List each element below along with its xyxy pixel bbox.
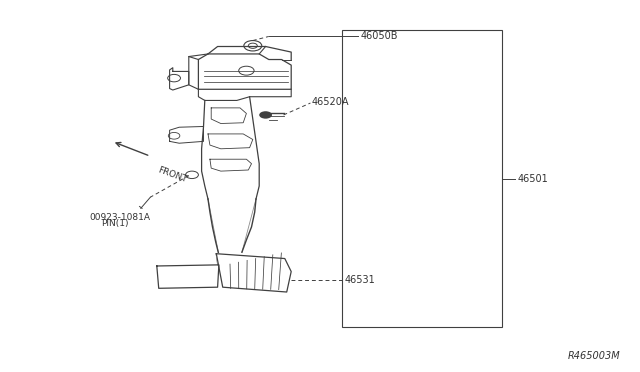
Text: 46501: 46501 bbox=[517, 174, 548, 183]
Text: R465003M: R465003M bbox=[568, 351, 621, 361]
Text: 46520A: 46520A bbox=[312, 97, 349, 107]
Text: 00923-1081A: 00923-1081A bbox=[90, 213, 150, 222]
Polygon shape bbox=[216, 254, 291, 292]
Polygon shape bbox=[157, 265, 219, 288]
Text: PIN(1): PIN(1) bbox=[101, 219, 129, 228]
Circle shape bbox=[259, 111, 272, 119]
Text: FRONT: FRONT bbox=[157, 166, 189, 185]
Text: 46050B: 46050B bbox=[360, 32, 398, 41]
Bar bbox=[342, 30, 502, 327]
Text: 46531: 46531 bbox=[344, 275, 375, 285]
